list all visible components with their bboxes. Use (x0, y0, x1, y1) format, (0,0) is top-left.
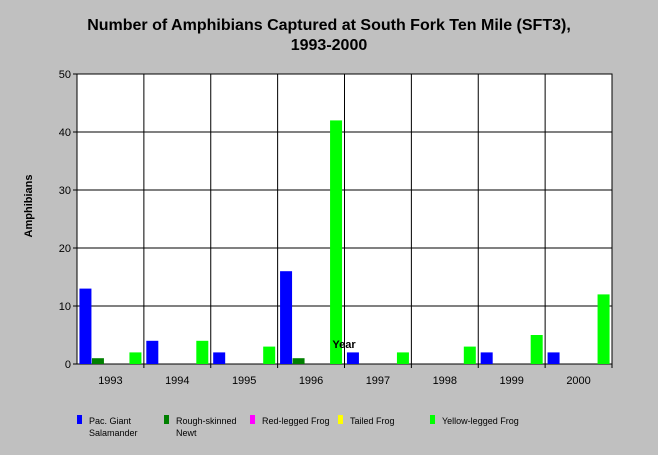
x-tick-label: 1995 (232, 375, 256, 387)
bar (530, 335, 543, 364)
y-tick-label: 20 (59, 243, 71, 255)
x-tick-label: 1994 (165, 375, 189, 387)
grid-lines (77, 74, 612, 364)
legend-label: Salamander (89, 428, 138, 438)
legend: Pac. Giant Salamander Rough-skinned Newt Red… (77, 415, 519, 438)
bar (463, 346, 476, 364)
y-tick-label: 50 (59, 69, 71, 81)
bar (280, 271, 293, 364)
bar (213, 352, 226, 364)
legend-swatch (430, 415, 435, 424)
y-tick-label: 10 (59, 301, 71, 313)
legend-label: Rough-skinned (176, 416, 237, 426)
x-tick-label: 1998 (433, 375, 457, 387)
y-tick-label: 30 (59, 185, 71, 197)
legend-swatch (338, 415, 343, 424)
bars (79, 120, 610, 365)
bar (129, 352, 142, 364)
bar (330, 120, 343, 365)
y-tick-label: 0 (65, 359, 71, 371)
legend-label: Tailed Frog (350, 416, 395, 426)
legend-swatch (164, 415, 169, 424)
bar (79, 288, 92, 364)
bar (146, 340, 159, 364)
x-tick-label: 1999 (499, 375, 523, 387)
bar (346, 352, 359, 364)
bar (196, 340, 209, 364)
y-axis-label: Amphibians (23, 175, 35, 238)
chart-subtitle: 1993-2000 (291, 37, 368, 54)
legend-label: Red-legged Frog (262, 416, 330, 426)
bar (91, 358, 104, 364)
legend-swatch (77, 415, 82, 424)
bar (263, 346, 276, 364)
x-tick-label: 1993 (98, 375, 122, 387)
bar (292, 358, 305, 364)
y-tick-labels: 0 10 20 30 40 50 (59, 69, 77, 371)
bar (547, 352, 560, 364)
legend-label: Yellow-legged Frog (442, 416, 519, 426)
legend-label: Newt (176, 428, 197, 438)
bar (396, 352, 409, 364)
bar (480, 352, 493, 364)
y-tick-label: 40 (59, 127, 71, 139)
x-tick-labels: 1993 1994 1995 1996 1997 1998 1999 2000 (98, 364, 613, 387)
x-tick-label: 1996 (299, 375, 323, 387)
x-tick-label: 1997 (366, 375, 390, 387)
legend-label: Pac. Giant (89, 416, 132, 426)
x-axis-label: Year (332, 339, 356, 351)
chart-title: Number of Amphibians Captured at South F… (87, 17, 571, 34)
bar (597, 294, 610, 364)
legend-swatch (250, 415, 255, 424)
x-tick-label: 2000 (566, 375, 590, 387)
